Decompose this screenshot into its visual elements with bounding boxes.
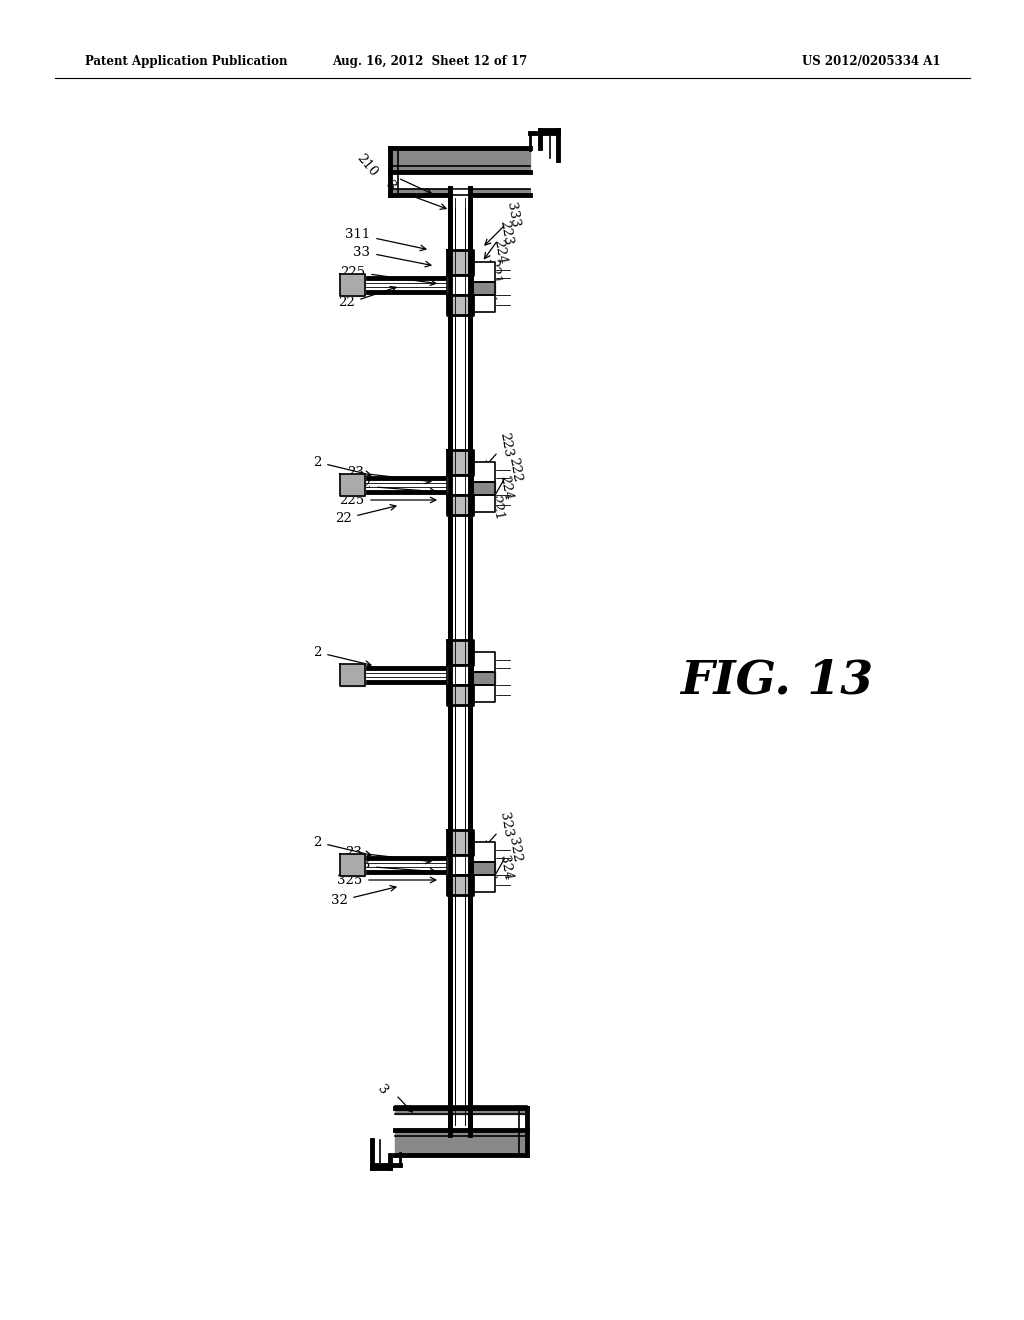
Polygon shape [447,275,473,294]
Text: 333: 333 [504,202,521,228]
Text: 212: 212 [346,479,371,491]
Polygon shape [340,664,365,686]
Polygon shape [340,474,365,496]
Polygon shape [473,875,495,892]
Text: FIG. 13: FIG. 13 [680,657,873,704]
Text: 224: 224 [490,239,508,265]
Polygon shape [447,294,473,315]
Polygon shape [450,190,470,207]
Polygon shape [473,672,495,685]
Text: 32: 32 [331,894,348,907]
Polygon shape [447,875,473,895]
Polygon shape [473,482,495,495]
Polygon shape [447,855,473,875]
Polygon shape [473,495,495,512]
Text: 225: 225 [340,265,365,279]
Text: 324: 324 [497,854,514,882]
Polygon shape [447,249,473,275]
Polygon shape [447,685,473,705]
Text: 224: 224 [497,474,514,502]
Text: 221: 221 [485,259,502,285]
Polygon shape [473,862,495,875]
Text: 23: 23 [345,846,362,858]
Polygon shape [447,640,473,665]
Polygon shape [473,261,495,282]
Polygon shape [447,495,473,515]
Text: 2: 2 [313,836,322,849]
Polygon shape [473,842,495,862]
Polygon shape [447,665,473,685]
Text: 2: 2 [313,645,322,659]
Text: Aug. 16, 2012  Sheet 12 of 17: Aug. 16, 2012 Sheet 12 of 17 [333,55,527,69]
Text: 323: 323 [497,812,514,838]
Text: 3: 3 [383,178,398,194]
Text: 322: 322 [506,837,523,863]
Polygon shape [390,148,530,170]
Polygon shape [447,450,473,475]
Text: US 2012/0205334 A1: US 2012/0205334 A1 [802,55,940,69]
Text: 22: 22 [338,296,355,309]
Polygon shape [473,294,495,312]
Text: 221: 221 [488,495,505,521]
Text: 211: 211 [479,279,497,305]
Text: 225: 225 [339,494,364,507]
Text: 311: 311 [345,228,370,242]
Text: 222: 222 [506,457,523,483]
Polygon shape [395,1133,527,1155]
Text: 223: 223 [497,219,514,247]
Polygon shape [473,462,495,482]
Text: 325: 325 [337,874,362,887]
Text: 22: 22 [335,511,352,524]
Polygon shape [473,282,495,294]
Text: 33: 33 [353,246,370,259]
Text: 210: 210 [354,152,380,178]
Polygon shape [340,275,365,296]
Polygon shape [390,189,530,195]
Polygon shape [447,830,473,855]
Polygon shape [395,1106,527,1114]
Text: 2: 2 [313,455,322,469]
Polygon shape [473,652,495,672]
Polygon shape [473,685,495,702]
Text: 3: 3 [375,1082,390,1097]
Polygon shape [447,475,473,495]
Text: 223: 223 [497,432,514,458]
Text: Patent Application Publication: Patent Application Publication [85,55,288,69]
Text: 23: 23 [347,466,364,479]
Polygon shape [340,854,365,876]
Text: 233: 233 [345,858,370,871]
